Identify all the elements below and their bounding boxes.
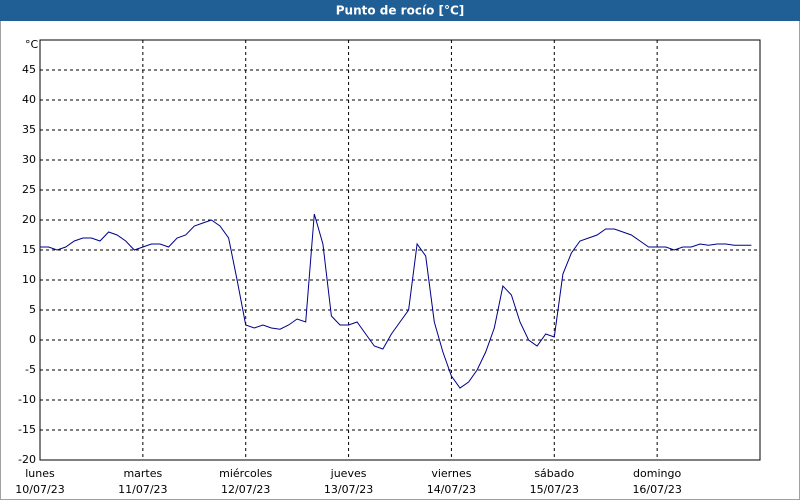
y-tick-label: 0 <box>29 333 36 346</box>
y-tick-label: 35 <box>22 123 36 136</box>
y-tick-label: 20 <box>22 213 36 226</box>
x-tick-day: domingo <box>633 467 681 480</box>
y-tick-label: 30 <box>22 153 36 166</box>
x-tick-day: viernes <box>431 467 471 480</box>
y-tick-label: 15 <box>22 243 36 256</box>
x-tick-day: martes <box>123 467 162 480</box>
plot-frame <box>39 39 761 461</box>
x-tick-day: miércoles <box>219 467 272 480</box>
x-tick-date: 11/07/23 <box>118 483 167 496</box>
x-tick-date: 16/07/23 <box>632 483 681 496</box>
y-tick-label: -5 <box>25 363 36 376</box>
x-tick-day: jueves <box>330 467 367 480</box>
x-tick-date: 10/07/23 <box>15 483 64 496</box>
y-tick-label: -20 <box>18 453 36 466</box>
y-tick-label: 5 <box>29 303 36 316</box>
x-tick-date: 13/07/23 <box>324 483 373 496</box>
title-bar <box>0 0 800 21</box>
y-tick-label: 45 <box>22 63 36 76</box>
y-tick-label: 40 <box>22 93 36 106</box>
y-tick-label: -15 <box>18 423 36 436</box>
x-tick-date: 12/07/23 <box>221 483 270 496</box>
y-tick-label: 25 <box>22 183 36 196</box>
x-tick-day: lunes <box>25 467 55 480</box>
x-tick-day: sábado <box>534 467 574 480</box>
y-axis-unit: °C <box>25 38 39 51</box>
x-tick-date: 14/07/23 <box>427 483 476 496</box>
chart-title: Punto de rocío [°C] <box>336 4 465 18</box>
y-tick-label: -10 <box>18 393 36 406</box>
data-line <box>40 213 752 389</box>
x-tick-date: 15/07/23 <box>530 483 579 496</box>
y-tick-label: 10 <box>22 273 36 286</box>
